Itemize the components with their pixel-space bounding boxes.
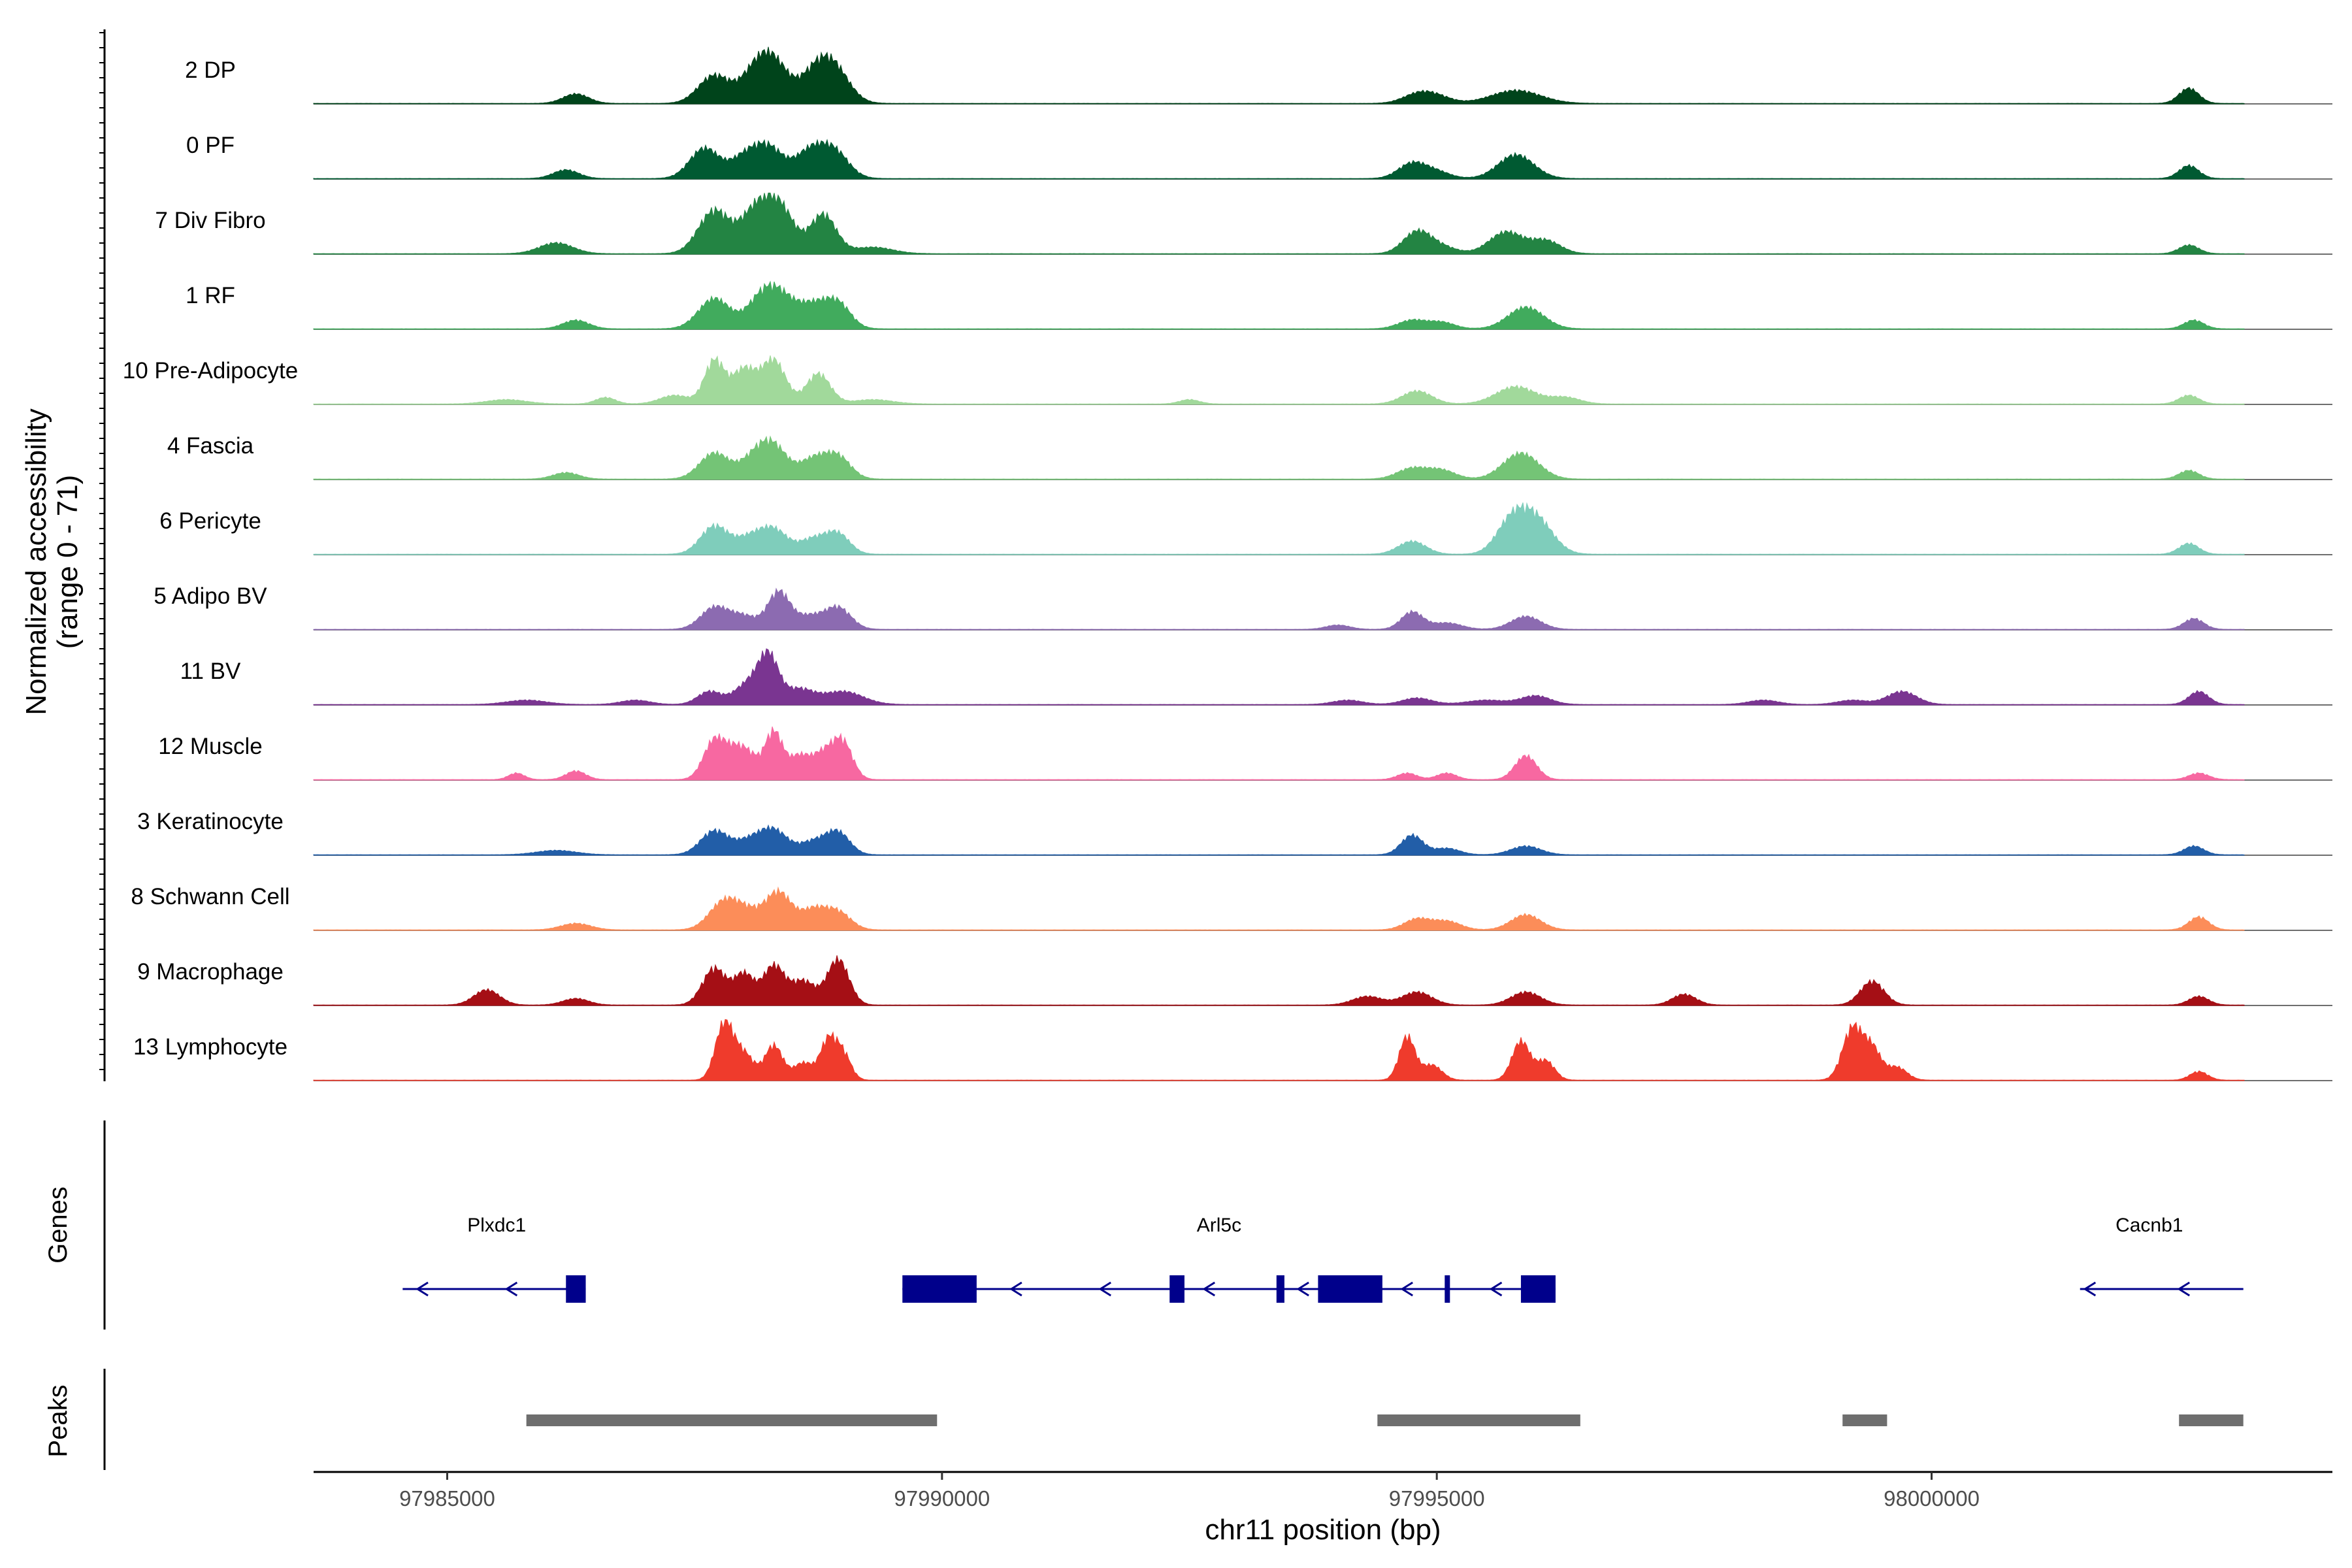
gene-exon-1-3 <box>1318 1275 1382 1303</box>
track-13: 13 Lymphocyte <box>133 1019 2332 1081</box>
gene-strand-arrow-2-1 <box>2177 1281 2191 1297</box>
track-3: 1 RF <box>186 280 2332 330</box>
track-5: 4 Fascia <box>167 433 2332 480</box>
genes-track: Plxdc1 Arl5c Cacnb1 <box>402 1215 2244 1303</box>
gene-strand-arrow-2-0 <box>2083 1281 2097 1297</box>
track-label-5: 4 Fascia <box>167 433 254 459</box>
track-10: 3 Keratinocyte <box>137 809 2332 856</box>
coverage-area-3 <box>313 280 2245 330</box>
gene-label-1: Arl5c <box>1197 1215 1241 1236</box>
track-9: 12 Muscle <box>158 727 2332 781</box>
peak-bar-0 <box>526 1414 938 1426</box>
x-tick-label-1: 97990000 <box>894 1486 990 1511</box>
track-label-13: 13 Lymphocyte <box>133 1034 287 1060</box>
track-label-2: 7 Div Fibro <box>155 208 265 233</box>
track-label-9: 12 Muscle <box>158 734 263 759</box>
track-label-0: 2 DP <box>185 57 236 83</box>
coverage-y-axis <box>99 29 106 1081</box>
gene-strand-arrow-1-4 <box>1400 1281 1413 1297</box>
gene-strand-arrow-1-1 <box>1098 1281 1111 1297</box>
peak-bar-1 <box>1377 1414 1580 1426</box>
coverage-area-12 <box>313 955 2245 1006</box>
track-label-4: 10 Pre-Adipocyte <box>123 358 298 384</box>
track-6: 6 Pericyte <box>159 502 2332 555</box>
gene-exon-1-5 <box>1520 1275 1556 1303</box>
gene-label-0: Plxdc1 <box>467 1215 526 1236</box>
gene-0: Plxdc1 <box>402 1215 586 1303</box>
track-7: 5 Adipo BV <box>154 583 2332 630</box>
track-8: 11 BV <box>180 648 2332 706</box>
gene-exon-1-4 <box>1445 1275 1450 1303</box>
x-axis-title: chr11 position (bp) <box>1205 1514 1441 1546</box>
coverage-area-1 <box>313 139 2245 180</box>
x-tick-label-3: 98000000 <box>1884 1486 1980 1511</box>
track-11: 8 Schwann Cell <box>131 884 2332 931</box>
genes-panel-label: Genes <box>44 1186 73 1264</box>
track-label-7: 5 Adipo BV <box>154 583 267 609</box>
coverage-area-10 <box>313 824 2245 856</box>
y-axis-title: Normalized accessibility <box>20 408 52 715</box>
peaks-panel-label: Peaks <box>44 1384 73 1457</box>
coverage-area-13 <box>313 1019 2245 1081</box>
coverage-area-0 <box>313 46 2245 105</box>
gene-strand-arrow-1-3 <box>1296 1281 1309 1297</box>
gene-exon-0-0 <box>566 1275 586 1303</box>
gene-strand-arrow-0-1 <box>504 1281 518 1297</box>
coverage-area-2 <box>313 192 2245 255</box>
gene-exon-1-2 <box>1276 1275 1284 1303</box>
gene-1: Arl5c <box>902 1215 1556 1303</box>
coverage-area-9 <box>313 727 2245 781</box>
peak-bar-2 <box>1842 1414 1887 1426</box>
gene-exon-1-0 <box>902 1275 977 1303</box>
track-label-1: 0 PF <box>186 133 235 158</box>
gene-2: Cacnb1 <box>2080 1215 2244 1297</box>
coverage-area-8 <box>313 648 2245 706</box>
gene-strand-arrow-1-2 <box>1202 1281 1216 1297</box>
gene-label-2: Cacnb1 <box>2115 1215 2183 1236</box>
x-tick-label-2: 97995000 <box>1389 1486 1485 1511</box>
track-label-8: 11 BV <box>180 659 241 684</box>
peaks-track <box>526 1414 2244 1426</box>
coverage-area-7 <box>313 587 2245 630</box>
x-tick-label-0: 97985000 <box>399 1486 495 1511</box>
gene-strand-arrow-1-0 <box>1009 1281 1022 1297</box>
coverage-area-5 <box>313 435 2245 480</box>
x-axis-ticks: 97985000 97990000 97995000 98000000 <box>399 1472 1980 1511</box>
track-12: 9 Macrophage <box>137 955 2332 1006</box>
track-label-11: 8 Schwann Cell <box>131 884 289 909</box>
peak-bar-3 <box>2179 1414 2244 1426</box>
coverage-tracks: 2 DP 0 PF 7 Div Fibro 1 RF 10 Pre-Adipocyte 4… <box>123 46 2332 1081</box>
track-2: 7 Div Fibro <box>155 192 2332 255</box>
track-label-6: 6 Pericyte <box>159 508 261 534</box>
coverage-area-4 <box>313 355 2245 405</box>
track-label-12: 9 Macrophage <box>137 959 284 985</box>
track-0: 2 DP <box>185 46 2332 105</box>
track-label-3: 1 RF <box>186 283 235 308</box>
gene-strand-arrow-1-5 <box>1489 1281 1503 1297</box>
y-axis-range: (range 0 - 71) <box>52 475 84 649</box>
track-4: 10 Pre-Adipocyte <box>123 355 2332 405</box>
track-label-10: 3 Keratinocyte <box>137 809 284 834</box>
coverage-area-11 <box>313 886 2245 931</box>
coverage-area-6 <box>313 502 2245 555</box>
gene-exon-1-1 <box>1169 1275 1184 1303</box>
track-1: 0 PF <box>186 133 2332 180</box>
gene-strand-arrow-0-0 <box>416 1281 429 1297</box>
